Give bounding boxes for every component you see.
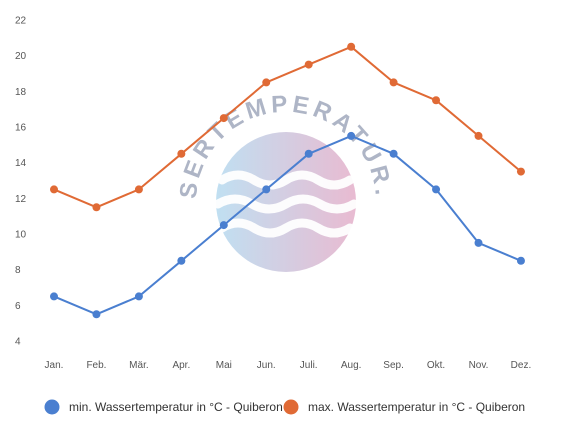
data-point[interactable] [389,78,398,87]
legend-item-min[interactable]: min. Wassertemperatur in °C - Quiberon [44,399,283,415]
data-point[interactable] [177,149,186,158]
x-tick-label: Juli. [300,360,318,371]
y-tick-label: 20 [15,51,27,62]
x-axis: Jan. Feb. Mär. Apr. Mai Jun. Juli. Aug. Sep. Okt.… [45,360,532,371]
x-tick-label: Dez. [511,360,532,371]
series-max [50,42,525,212]
x-tick-label: Okt. [427,360,445,371]
data-point[interactable] [50,185,58,194]
y-tick-label: 22 [15,16,27,27]
data-point[interactable] [262,185,271,194]
legend-label-min: min. Wassertemperatur in °C - Quiberon [69,400,283,414]
x-tick-label: Apr. [172,360,190,371]
data-point[interactable] [92,203,101,212]
data-point[interactable] [389,149,398,158]
y-tick-label: 10 [15,230,27,241]
data-point[interactable] [432,185,441,194]
y-tick-label: 14 [15,158,27,169]
x-tick-label: Feb. [86,360,106,371]
data-point[interactable] [92,310,101,319]
series-line [53,134,522,316]
x-tick-label: Jan. [45,360,64,371]
data-point[interactable] [304,60,313,69]
legend: min. Wassertemperatur in °C - Quiberon m… [44,399,526,415]
series-layer [50,42,525,319]
legend-marker-min [44,399,60,415]
data-point[interactable] [516,167,525,176]
x-tick-label: Jun. [257,360,276,371]
data-point[interactable] [219,114,228,123]
x-tick-label: Mär. [129,360,148,371]
legend-item-max[interactable]: max. Wassertemperatur in °C - Quiberon [283,399,526,415]
data-point[interactable] [474,131,483,140]
x-tick-label: Nov. [469,360,489,371]
y-tick-label: 4 [15,337,21,348]
y-tick-label: 8 [15,265,21,276]
watermark-logo: WASSERTEMPERATUR.ORG [0,0,393,272]
data-point[interactable] [347,131,356,140]
series-line [53,45,522,209]
data-point[interactable] [219,221,228,230]
data-point[interactable] [516,256,525,265]
y-tick-label: 18 [15,87,27,98]
y-tick-label: 6 [15,301,21,312]
legend-marker-max [283,399,299,415]
y-tick-label: 12 [15,194,27,205]
data-point[interactable] [50,292,58,301]
x-tick-label: Sep. [383,360,404,371]
data-point[interactable] [432,96,441,105]
data-point[interactable] [134,185,143,194]
data-point[interactable] [134,292,143,301]
data-point[interactable] [304,149,313,158]
data-point[interactable] [262,78,271,87]
y-axis: 4 6 8 10 12 14 16 18 20 22 [15,16,27,348]
y-tick-label: 16 [15,123,27,134]
legend-label-max: max. Wassertemperatur in °C - Quiberon [308,400,525,414]
data-point[interactable] [474,238,483,247]
data-point[interactable] [347,42,356,51]
series-min [50,131,525,319]
x-tick-label: Mai [216,360,232,371]
x-tick-label: Aug. [341,360,362,371]
data-point[interactable] [177,256,186,265]
